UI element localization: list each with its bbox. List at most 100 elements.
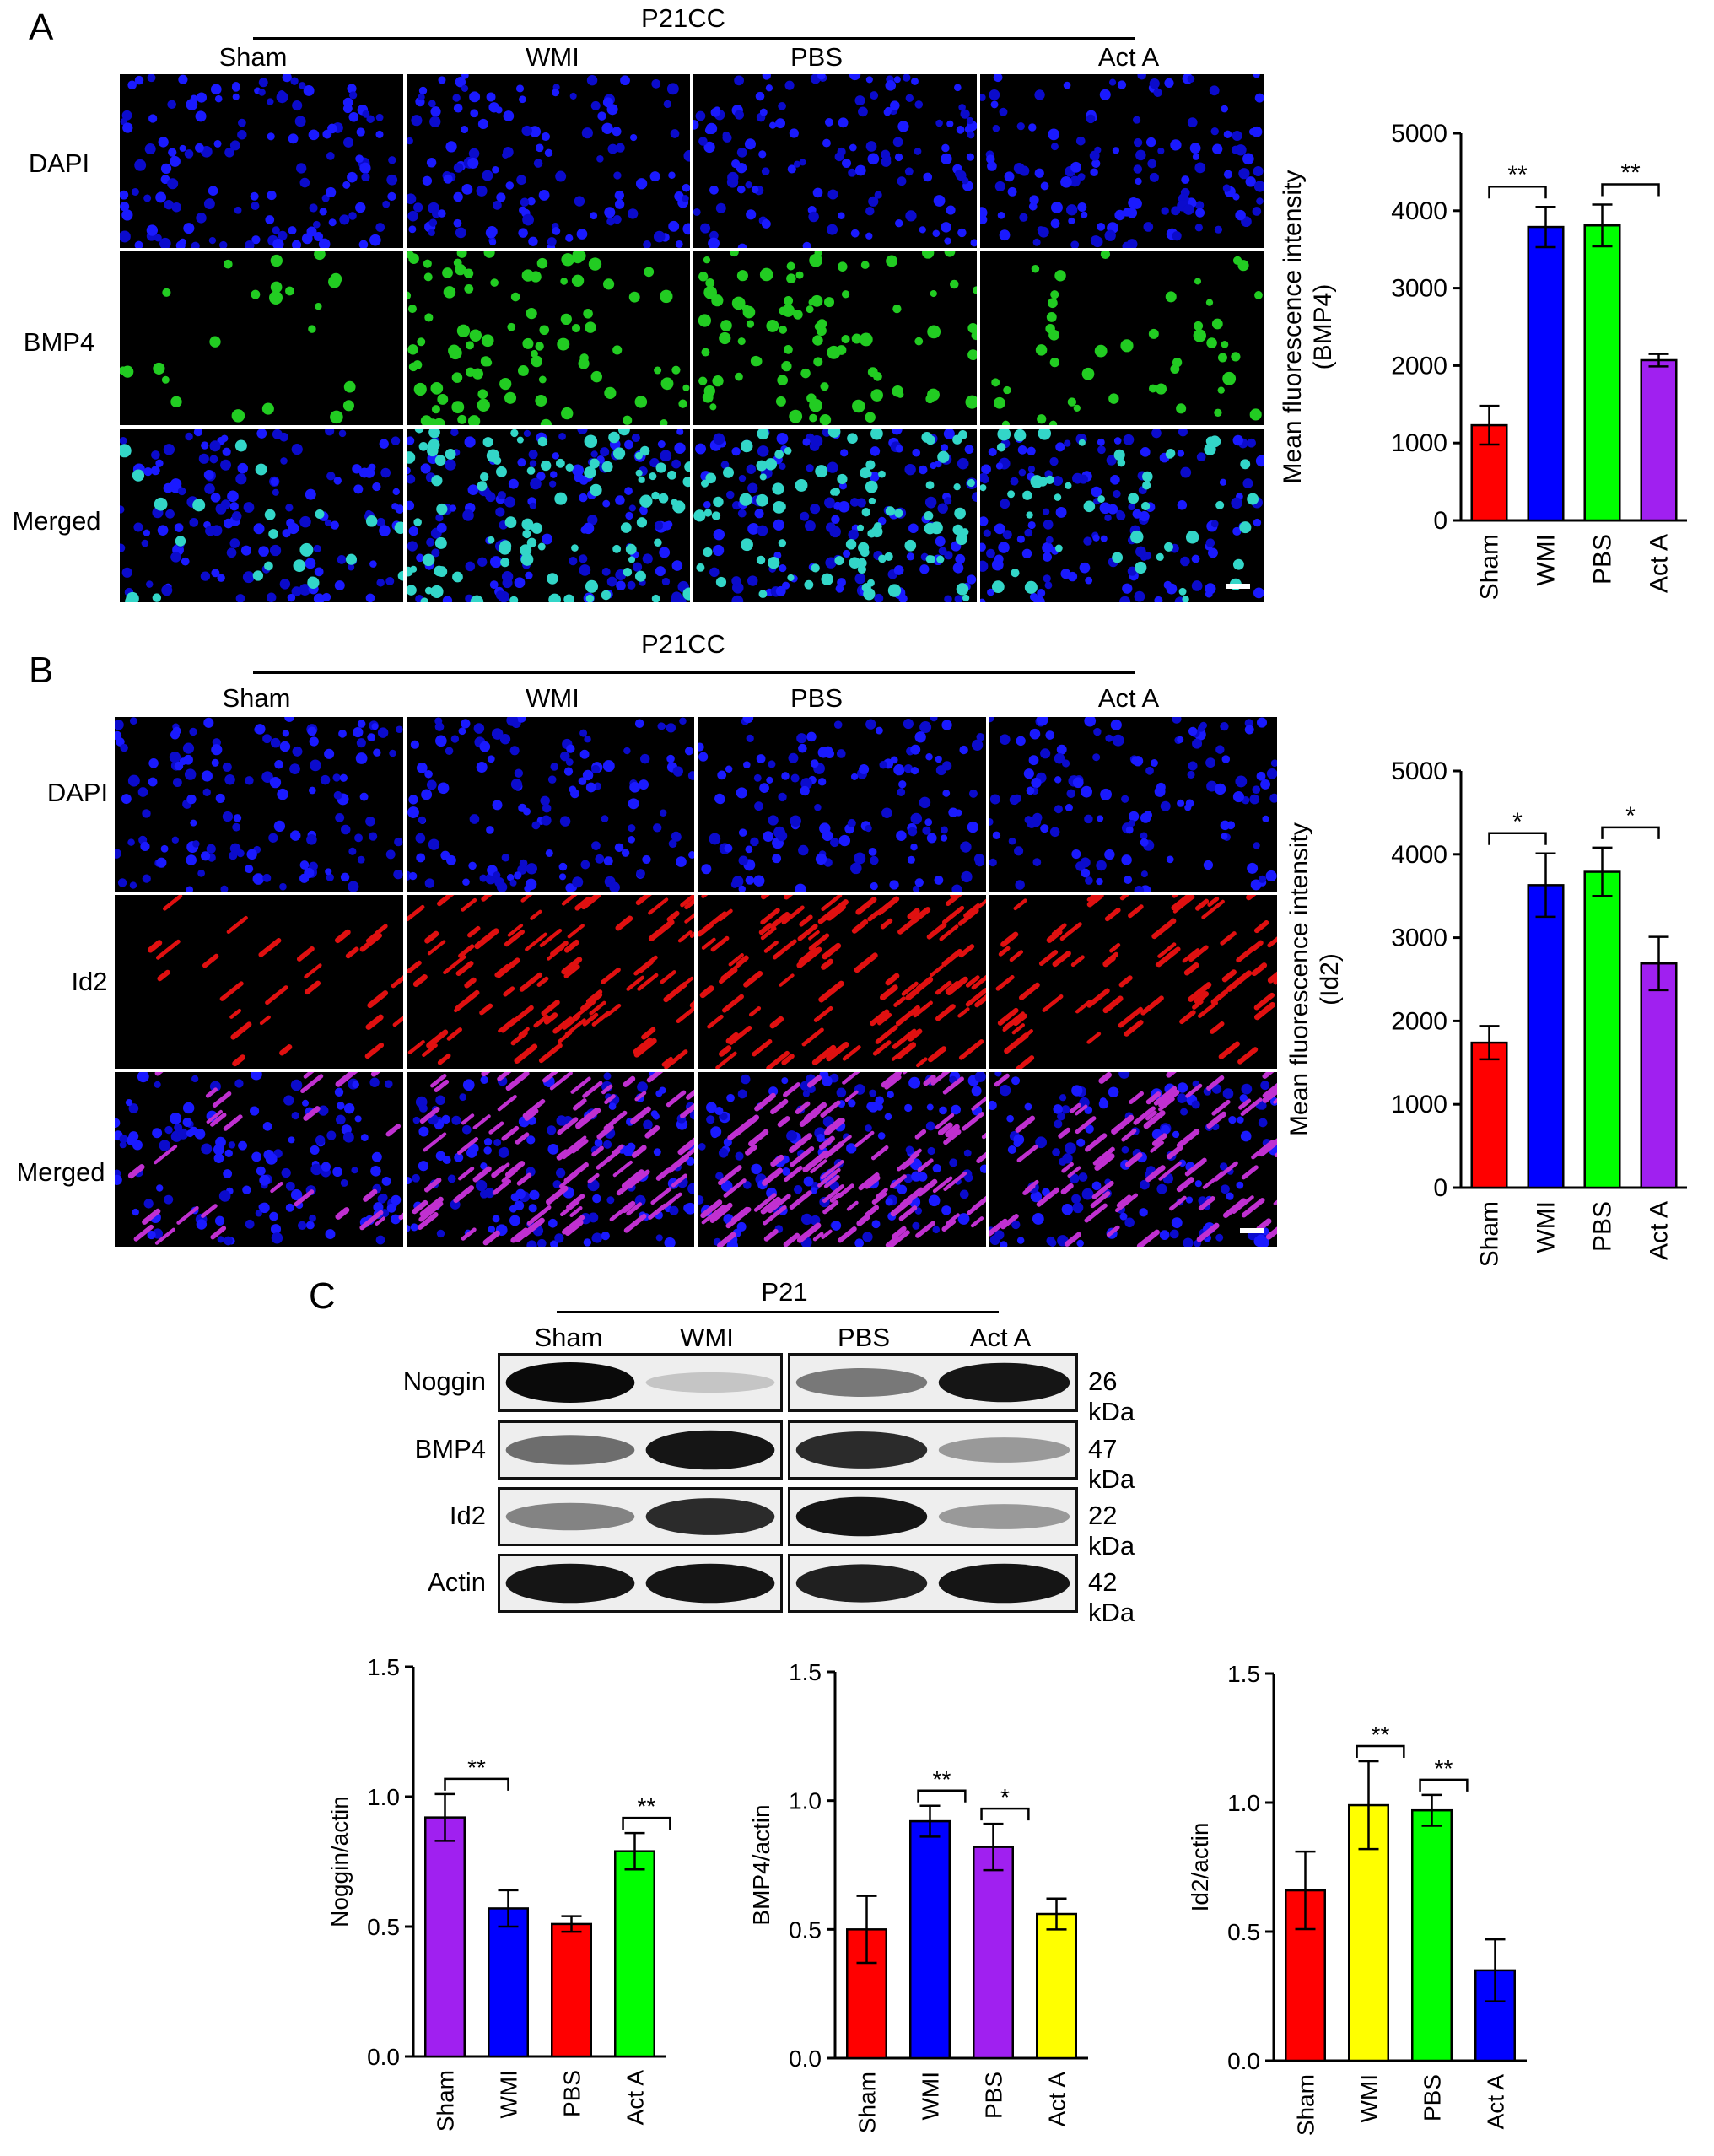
panel-b-image-dapi-wmi <box>406 717 694 892</box>
significance-label: ** <box>638 1793 656 1819</box>
panel-c-id2-chart: 0.0 0.5 1.0 1.5 Id2/actin Sham WMI PBS Act A ** ** <box>1187 1661 1527 2136</box>
panel-b-col-pbs: PBS <box>790 683 844 713</box>
blot-box-actin-2 <box>788 1554 1078 1613</box>
significance-bracket <box>1601 183 1660 197</box>
y-axis-label: Noggin/actin <box>326 1796 353 1927</box>
blot-kda-bmp4: 47 kDa <box>1088 1434 1135 1494</box>
x-tick-label: WMI <box>496 2070 522 2119</box>
panel-b-header: P21CC <box>641 629 725 659</box>
panel-b-image-merged-acta <box>989 1072 1277 1247</box>
significance-label: ** <box>933 1766 951 1792</box>
blot-kda-id2: 22 kDa <box>1088 1501 1135 1560</box>
bar-wmi <box>1527 225 1565 522</box>
panel-b-image-dapi-acta <box>989 717 1277 892</box>
blot-band <box>795 1368 928 1397</box>
y-tick-label: 0.5 <box>789 1916 822 1943</box>
x-tick-label: WMI <box>918 2072 944 2121</box>
panel-b-row-id2: Id2 <box>71 967 108 996</box>
panel-c-noggin-chart: 0.0 0.5 1.0 1.5 Noggin/actin Sham WMI PBS Act A *… <box>326 1654 671 2132</box>
x-tick-label: Act A <box>1646 1201 1674 1260</box>
y-tick-label: 0.0 <box>1227 2048 1260 2074</box>
bar-sham <box>846 1928 887 2060</box>
panel-a-image-bmp4-pbs <box>693 251 977 425</box>
x-tick-label: Sham <box>1476 534 1504 600</box>
x-tick-label: Sham <box>1476 1201 1504 1265</box>
panel-a-row-dapi: DAPI <box>28 148 90 178</box>
bar-act-a <box>1036 1912 1077 2060</box>
y-tick-label: 0.5 <box>367 1914 400 1940</box>
y-axis-label: BMP4/actin <box>748 1804 774 1925</box>
bar-pbs <box>1411 1808 1453 2062</box>
panel-b-image-dapi-sham <box>115 717 403 892</box>
x-tick-label: WMI <box>1533 1201 1560 1253</box>
blot-box-bmp4-2 <box>788 1420 1078 1480</box>
y-tick-label: 0.5 <box>1227 1919 1260 1945</box>
blot-band <box>505 1435 635 1465</box>
panel-a-image-dapi-pbs <box>693 74 977 248</box>
panel-a-image-merged-wmi <box>407 429 690 602</box>
blot-band <box>645 1372 775 1393</box>
panel-a-col-sham: Sham <box>218 42 288 72</box>
panel-a-image-bmp4-acta <box>980 251 1264 425</box>
panel-b-letter: B <box>29 649 54 691</box>
blot-band <box>645 1498 775 1535</box>
bar-wmi <box>488 1907 529 2058</box>
significance-bracket <box>1601 826 1660 839</box>
bar-pbs <box>1583 224 1621 522</box>
blot-label-bmp4: BMP4 <box>414 1434 486 1463</box>
bar-pbs <box>551 1922 592 2058</box>
blot-band <box>505 1502 635 1531</box>
panel-b-image-id2-acta <box>989 894 1277 1070</box>
panel-b-scale-bar <box>1240 1228 1264 1233</box>
x-tick-label: PBS <box>981 2072 1007 2119</box>
panel-a-image-merged-acta <box>980 429 1264 602</box>
bar-wmi <box>1527 884 1565 1189</box>
significance-bracket <box>1356 1744 1405 1759</box>
panel-b-micrograph-grid <box>115 717 1277 1247</box>
x-tick-label: WMI <box>1356 2074 1383 2123</box>
panel-c-col-pbs: PBS <box>837 1323 891 1352</box>
y-tick-label: 3000 <box>1391 924 1447 952</box>
panel-b-image-id2-sham <box>115 894 403 1070</box>
significance-label: ** <box>1620 159 1641 186</box>
chart-axes: 0.0 0.5 1.0 1.5 <box>1227 1661 1527 2074</box>
x-tick-label: WMI <box>1533 534 1560 586</box>
significance-bracket <box>980 1807 1030 1821</box>
y-tick-label: 1.5 <box>367 1654 400 1680</box>
y-axis-label: (Id2) <box>1316 953 1344 1005</box>
blot-band <box>645 1430 775 1470</box>
panel-b-bar-chart: 0 1000 2000 3000 4000 5000 Mean fluorescence i… <box>1286 759 1687 1265</box>
panel-b-col-acta: Act A <box>1097 683 1160 713</box>
bar-act-a <box>614 1850 655 2058</box>
x-tick-label: Act A <box>1646 534 1674 593</box>
blot-band <box>795 1564 928 1603</box>
significance-label: * <box>1625 802 1636 830</box>
panel-a-image-merged-sham <box>120 429 403 602</box>
panel-b-image-merged-pbs <box>698 1072 986 1247</box>
panel-a-header-line <box>253 37 1135 40</box>
blot-kda-noggin: 26 kDa <box>1088 1366 1135 1426</box>
y-tick-label: 1.0 <box>367 1784 400 1810</box>
bar-sham <box>424 1816 466 2058</box>
y-tick-label: 1.0 <box>789 1788 822 1814</box>
panel-a-row-merged: Merged <box>12 506 101 536</box>
panel-b-image-id2-wmi <box>406 894 694 1070</box>
y-tick-label: 5000 <box>1391 120 1447 148</box>
y-axis-label: Mean fluorescence intensity <box>1279 170 1307 484</box>
blot-box-bmp4-1 <box>498 1420 783 1480</box>
blot-band <box>938 1437 1070 1463</box>
bar-act-a <box>1640 962 1678 1189</box>
blot-band <box>938 1504 1070 1529</box>
blot-band <box>645 1563 775 1604</box>
blot-band <box>795 1431 928 1469</box>
panel-c-header: P21 <box>761 1277 808 1307</box>
y-tick-label: 1.5 <box>789 1659 822 1685</box>
panel-b-col-sham: Sham <box>222 683 291 713</box>
panel-b-row-dapi: DAPI <box>46 778 109 807</box>
panel-c-header-line <box>557 1311 999 1313</box>
x-tick-label: Sham <box>1293 2074 1319 2136</box>
bar-sham <box>1470 1041 1508 1189</box>
panel-a-micrograph-grid <box>120 74 1264 602</box>
significance-bracket <box>917 1789 967 1803</box>
x-tick-label: Act A <box>1483 2074 1509 2130</box>
